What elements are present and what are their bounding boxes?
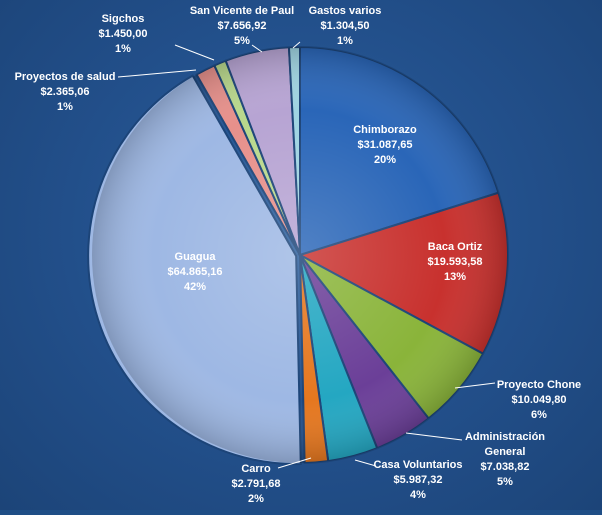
leader-line xyxy=(251,44,263,53)
data-label-line: 2% xyxy=(248,493,264,505)
data-label-line: 42% xyxy=(184,281,206,293)
data-label-line: Administración xyxy=(465,431,545,443)
data-label-line: $7.656,92 xyxy=(218,20,267,32)
data-label-line: 13% xyxy=(444,271,466,283)
data-label-line: San Vicente de Paul xyxy=(190,5,294,17)
data-label-casa-voluntarios: Casa Voluntarios $5.987,32 4% xyxy=(373,459,462,501)
data-label-line: $31.087,65 xyxy=(357,139,412,151)
leader-line xyxy=(174,44,215,61)
data-label-line: $19.593,58 xyxy=(427,256,482,268)
leader-line xyxy=(292,41,301,49)
data-label-sigchos: Sigchos $1.450,00 1% xyxy=(99,13,148,55)
leader-line xyxy=(117,69,197,78)
data-label-proyectos-de-salud: Proyectos de salud $2.365,06 1% xyxy=(15,71,116,113)
data-label-line: $7.038,82 xyxy=(481,461,530,473)
data-label-line: Proyecto Chone xyxy=(497,379,581,391)
data-label-proyecto-chone: Proyecto Chone $10.049,80 6% xyxy=(497,379,581,421)
data-label-san-vicente-de-paul: San Vicente de Paul $7.656,92 5% xyxy=(190,5,294,47)
data-label-line: 4% xyxy=(410,489,426,501)
data-label-line: Gastos varios xyxy=(309,5,382,17)
data-label-line: Chimborazo xyxy=(353,124,417,136)
data-label-line: 20% xyxy=(374,154,396,166)
data-label-line: Casa Voluntarios xyxy=(373,459,462,471)
data-label-line: $1.450,00 xyxy=(99,28,148,40)
data-label-line: General xyxy=(485,446,526,458)
data-label-line: $2.365,06 xyxy=(41,86,90,98)
leader-line xyxy=(354,459,377,467)
data-label-line: $10.049,80 xyxy=(511,394,566,406)
data-label-line: $1.304,50 xyxy=(321,20,370,32)
data-label-line: 6% xyxy=(531,409,547,421)
data-label-line: $64.865,16 xyxy=(167,266,222,278)
leader-line xyxy=(405,432,463,441)
leader-line xyxy=(277,457,312,469)
data-label-line: 1% xyxy=(115,43,131,55)
data-label-baca-ortiz: Baca Ortiz $19.593,58 13% xyxy=(427,241,482,283)
data-label-line: Proyectos de salud xyxy=(15,71,116,83)
data-label-line: 1% xyxy=(57,101,73,113)
data-label-line: Baca Ortiz xyxy=(428,241,483,253)
data-label-line: Guagua xyxy=(175,251,217,263)
data-label-line: 1% xyxy=(337,35,353,47)
data-label-line: 5% xyxy=(234,35,250,47)
data-label-chimborazo: Chimborazo $31.087,65 20% xyxy=(353,124,417,166)
data-label-carro: Carro $2.791,68 2% xyxy=(232,463,281,505)
data-label-gastos-varios: Gastos varios $1.304,50 1% xyxy=(309,5,382,47)
data-label-guagua: Guagua $64.865,16 42% xyxy=(167,251,222,293)
data-label-line: $2.791,68 xyxy=(232,478,281,490)
data-label-line: Sigchos xyxy=(102,13,145,25)
data-label-administración-general: Administración General $7.038,82 5% xyxy=(465,431,545,488)
data-label-line: 5% xyxy=(497,476,513,488)
data-label-line: $5.987,32 xyxy=(394,474,443,486)
data-label-line: Carro xyxy=(241,463,271,475)
leader-line xyxy=(454,382,496,389)
